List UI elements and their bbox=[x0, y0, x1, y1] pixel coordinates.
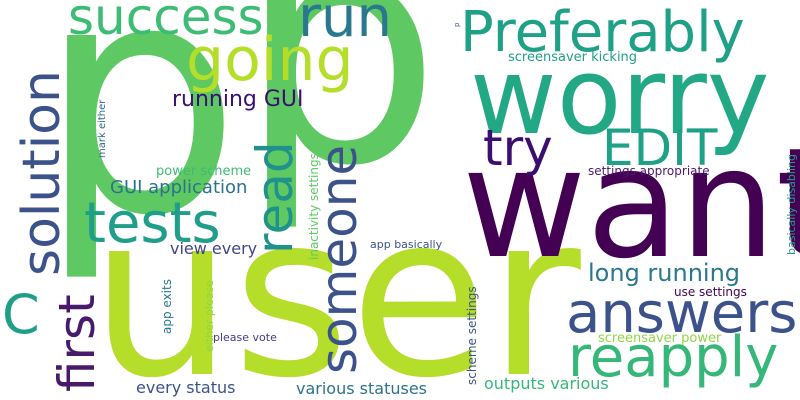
word: run bbox=[298, 0, 393, 50]
word: read bbox=[246, 141, 304, 254]
word: mark either bbox=[97, 99, 108, 158]
word: please vote bbox=[213, 331, 277, 344]
word: inactivity settings bbox=[307, 153, 321, 260]
word: settings appropriate bbox=[588, 164, 710, 178]
word: use settings bbox=[674, 285, 747, 299]
word: try bbox=[483, 119, 553, 177]
word: reapply bbox=[568, 325, 779, 390]
word: view every bbox=[170, 239, 258, 258]
word: app basically bbox=[370, 238, 443, 251]
word: someone bbox=[310, 144, 368, 374]
word: user bbox=[90, 166, 581, 400]
word: tests bbox=[84, 191, 221, 256]
word: various statuses bbox=[296, 379, 427, 398]
word: every status bbox=[136, 378, 236, 397]
word: Preferably bbox=[460, 0, 745, 65]
word: scheme settings bbox=[465, 286, 479, 385]
word: basically disabling bbox=[785, 154, 798, 255]
word: long running bbox=[588, 259, 741, 287]
word: worry bbox=[470, 35, 770, 158]
word: EDIT bbox=[602, 119, 718, 177]
word: solution bbox=[12, 70, 72, 276]
word: success bbox=[68, 0, 264, 46]
word: first bbox=[48, 294, 106, 392]
word: running GUI bbox=[172, 87, 304, 112]
word: answers bbox=[566, 281, 798, 346]
word: p bbox=[38, 0, 242, 286]
word: screensaver kicking bbox=[508, 50, 638, 65]
word: p bbox=[453, 22, 461, 27]
word: either please bbox=[203, 280, 216, 352]
word: GUI application bbox=[110, 177, 248, 198]
word: want bbox=[462, 115, 800, 292]
word: C bbox=[2, 283, 40, 346]
word: p bbox=[238, 0, 442, 236]
word: screensaver power bbox=[598, 331, 722, 346]
word: outputs various bbox=[484, 374, 609, 393]
word: power scheme bbox=[156, 164, 252, 179]
word: app exits bbox=[160, 279, 174, 334]
word: going bbox=[186, 25, 354, 95]
